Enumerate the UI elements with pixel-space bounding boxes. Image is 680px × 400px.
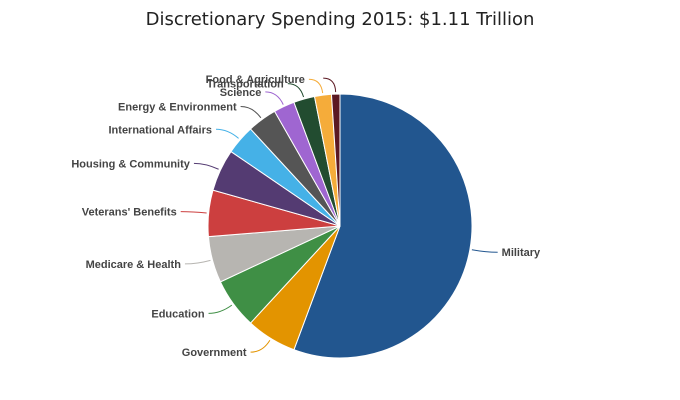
connector-science: [265, 91, 284, 105]
slice-military: [293, 93, 473, 359]
chart-title: Discretionary Spending 2015: $1.11 Trill…: [146, 9, 535, 30]
connector-transportation: [287, 83, 305, 98]
label-housing-community: Housing & Community: [71, 158, 190, 170]
connector-energy-environment: [240, 106, 262, 119]
label-connectors: [180, 77, 498, 353]
connector-food-agriculture: [308, 78, 324, 94]
slice-labels: Military Government Education Medicare & He…: [71, 74, 541, 359]
connector-education: [208, 304, 233, 314]
label-science: Science: [220, 87, 262, 99]
pie-slices: [207, 93, 473, 359]
label-military: Military: [502, 247, 541, 259]
slice-unlabeled-11: [330, 93, 341, 227]
label-international-affairs: International Affairs: [109, 124, 213, 136]
connector-international-affairs: [216, 128, 239, 139]
connector-veterans-benefits: [180, 211, 207, 214]
connector-government: [250, 339, 271, 353]
label-government: Government: [182, 347, 247, 359]
label-transportation: Transportation: [207, 79, 284, 91]
connector-unlabeled-11: [323, 77, 337, 93]
label-medicare-health: Medicare & Health: [86, 259, 182, 271]
connector-housing-community: [193, 162, 219, 170]
label-energy-environment: Energy & Environment: [118, 102, 237, 114]
connector-military: [471, 249, 498, 253]
connector-medicare-health: [184, 259, 211, 265]
label-food-agriculture: Food & Agriculture: [206, 74, 305, 86]
label-veterans-benefits: Veterans' Benefits: [82, 207, 177, 219]
label-education: Education: [151, 308, 204, 320]
